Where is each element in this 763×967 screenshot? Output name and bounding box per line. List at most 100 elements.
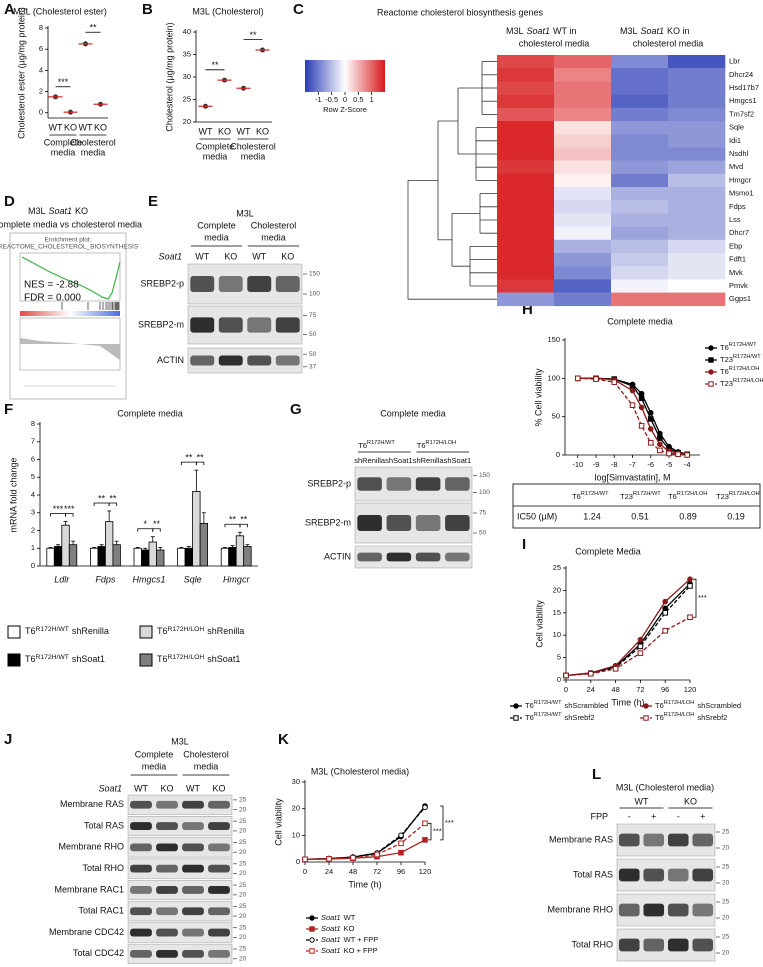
data-point — [422, 804, 428, 811]
significance-label: *** — [445, 818, 454, 827]
legend-label: Soat1 KO — [321, 924, 355, 933]
bar — [97, 546, 106, 567]
significance-label: * — [143, 519, 147, 529]
size-marker: 25 — [239, 818, 247, 825]
row-label: SREBP2-p — [307, 478, 351, 488]
legend-marker — [708, 381, 714, 387]
group-label: Cholesterol — [183, 749, 229, 759]
group-label: T6R172H/LOH — [417, 440, 456, 450]
x-tick-label: 0 — [303, 867, 307, 876]
lane-label: WT — [186, 783, 200, 793]
group-label: media — [81, 147, 106, 157]
heatmap-cell — [497, 147, 555, 161]
y-tick-label: 6 — [39, 44, 43, 53]
y-tick-label: 0 — [557, 675, 561, 684]
heatmap-cell — [611, 292, 669, 307]
heatmap-cell — [497, 81, 555, 95]
gsea-rank-bar — [20, 311, 120, 316]
y-axis-label: Cholesterol (µg/mg protein) — [164, 22, 174, 131]
significance-label: ** — [240, 515, 248, 525]
size-marker: 20 — [239, 849, 247, 856]
legend-label-part: Soat1 — [321, 935, 341, 944]
gsea-barcode — [61, 302, 120, 310]
row-label: Total RHO — [82, 863, 124, 873]
legend-label-part: T6 — [655, 701, 664, 710]
heatmap-cell — [611, 68, 669, 82]
blot-band — [156, 907, 178, 916]
bar — [68, 544, 78, 567]
blot-band — [156, 864, 178, 873]
size-marker: 50 — [479, 530, 487, 537]
blot-band — [156, 886, 178, 894]
legend-marker — [309, 915, 315, 921]
size-marker: 25 — [239, 946, 247, 953]
data-point — [657, 435, 663, 441]
legend-label: T6R172H/WT shSrebf2 — [525, 712, 595, 722]
heatmap-cell — [554, 147, 612, 161]
panel-letter: H — [522, 301, 533, 318]
x-tick-label: -4 — [684, 460, 691, 469]
blot-band — [218, 355, 243, 366]
size-marker: 20 — [722, 950, 730, 957]
heatmap-cell — [497, 94, 555, 109]
y-tick-label: 10 — [292, 830, 300, 839]
data-point — [302, 856, 308, 863]
legend-marker — [309, 937, 315, 943]
blot-strip — [127, 879, 233, 900]
row-label: Total RAS — [84, 820, 124, 830]
lane-label: WT — [134, 783, 148, 793]
heatmap-cell — [611, 266, 669, 280]
table-cell: 1.24 — [583, 511, 601, 521]
size-marker: 150 — [309, 271, 320, 278]
column-label: M3L Soat1 WT in — [506, 26, 576, 36]
gene-label: Hmgcr — [729, 175, 752, 184]
significance-bracket — [440, 805, 444, 841]
blot-title: M3L — [171, 736, 189, 746]
key-tick-label: -0.5 — [325, 95, 338, 104]
blot-band — [618, 868, 640, 882]
legend-label-part: KO — [344, 924, 355, 933]
y-tick-label: 10 — [553, 630, 561, 639]
blot-band — [445, 515, 470, 531]
group-label: media — [261, 232, 286, 242]
legend-label-part: R172H/LOH — [168, 626, 205, 633]
legend-label-part: R172H/LOH — [733, 378, 763, 384]
heatmap-cell — [554, 292, 612, 307]
legend-label-part: shSrebf2 — [565, 713, 595, 722]
group-label: media — [194, 761, 219, 771]
legend-label: T23R172H/LOH — [720, 378, 763, 388]
column-label-part: Soat1 — [527, 26, 551, 36]
size-marker: 20 — [239, 934, 247, 941]
data-point — [629, 402, 636, 408]
data-point — [687, 614, 693, 621]
key-tick-label: 0 — [343, 95, 347, 104]
gsea-title-part: M3L — [28, 206, 46, 216]
legend-label-part: R172H/LOH — [664, 700, 695, 706]
blot-band — [130, 928, 152, 937]
row-label: Total RAS — [573, 869, 613, 879]
blot-band — [190, 276, 215, 292]
size-marker: 25 — [239, 882, 247, 889]
significance-label: ** — [185, 453, 193, 463]
blot-band — [156, 949, 178, 958]
blot-strip — [127, 858, 233, 879]
data-point — [657, 441, 663, 448]
blot-band — [130, 886, 152, 894]
data-point — [593, 376, 599, 382]
heatmap-cell — [497, 226, 555, 241]
size-marker: 75 — [479, 510, 487, 517]
data-point — [662, 598, 669, 605]
blot-band — [667, 938, 689, 952]
heatmap-cell — [611, 226, 669, 241]
heatmap-cell — [497, 121, 555, 135]
legend-label-part: shSrebf2 — [697, 713, 727, 722]
data-point — [662, 605, 669, 612]
chart-title: Complete media — [607, 316, 673, 326]
legend-marker — [513, 703, 519, 709]
group-label: Complete — [196, 141, 235, 151]
row-label: SREBP2-m — [305, 517, 351, 527]
table-header-part: R172H/LOH — [677, 491, 708, 497]
group-label: media — [204, 232, 229, 242]
heatmap-cell — [668, 253, 726, 267]
gene-label: Pmvk — [729, 281, 748, 290]
